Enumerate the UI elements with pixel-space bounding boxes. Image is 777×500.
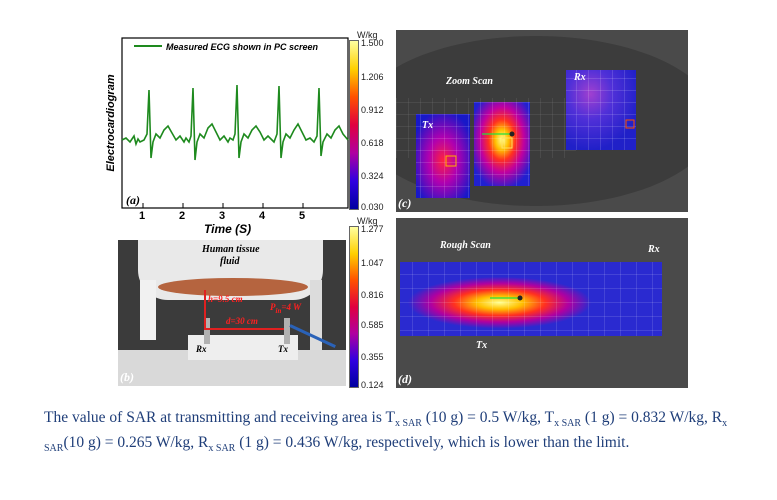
tx-label: Tx xyxy=(278,344,288,354)
caption-sub-2: x SAR xyxy=(554,418,582,430)
caption-part-4: (10 g) = 0.265 W/kg, R xyxy=(63,434,209,452)
caption-sub-4: x SAR xyxy=(208,443,236,455)
x-tick-1: 1 xyxy=(139,210,146,222)
zoom-scan-panel: Zoom Scan Tx Rx (c) xyxy=(396,30,688,212)
power-sub: in xyxy=(275,306,282,315)
x-tick-5: 5 xyxy=(299,210,306,222)
rough-scan-title: Rough Scan xyxy=(440,240,491,251)
zoom-scan-title: Zoom Scan xyxy=(446,76,493,87)
x-tick-4: 4 xyxy=(259,210,266,222)
caption-part-3: (1 g) = 0.832 W/kg, R xyxy=(581,409,723,426)
x-axis-label: Time (S) xyxy=(204,222,252,236)
scale-d-tick-5: 0.124 xyxy=(361,380,384,390)
legend-label: Measured ECG shown in PC screen xyxy=(166,42,319,52)
scale-c: W/kg 1.500 1.206 0.912 0.618 0.324 0.030 xyxy=(349,30,397,212)
caption-sub-3: x SAR xyxy=(44,418,728,455)
caption-part-2: (10 g) = 0.5 W/kg, T xyxy=(421,409,555,426)
distance-label: d=30 cm xyxy=(226,316,258,326)
scale-d-tick-4: 0.355 xyxy=(361,352,384,362)
caption-part-5: (1 g) = 0.436 W/kg, respectively, which … xyxy=(235,434,630,452)
panel-c-label: (c) xyxy=(398,196,412,210)
fluid-label-2: fluid xyxy=(220,256,240,267)
scale-d-bar xyxy=(349,226,359,388)
scale-c-unit: W/kg xyxy=(357,30,378,40)
rough-scan-rx: Rx xyxy=(648,244,660,255)
scale-d-tick-1: 1.047 xyxy=(361,258,384,268)
scale-d-unit: W/kg xyxy=(357,216,378,226)
setup-photo: Human tissue fluid h=9.5 cm Pin=4 W d=30… xyxy=(118,240,346,386)
zoom-scan-tx: Tx xyxy=(422,120,434,131)
power-label: Pin=4 W xyxy=(270,302,301,315)
zoom-scan-rx: Rx xyxy=(574,72,586,83)
power-value: =4 W xyxy=(281,302,302,312)
scale-c-tick-2: 0.912 xyxy=(361,105,384,115)
scale-c-tick-3: 0.618 xyxy=(361,138,384,148)
zoom-scan-heatmap xyxy=(396,70,636,198)
caption-part-1: The value of SAR at transmitting and rec… xyxy=(44,409,395,426)
y-axis-label: Electrocardiogram xyxy=(105,74,117,171)
scale-d-tick-2: 0.816 xyxy=(361,290,384,300)
panel-b-label: (b) xyxy=(120,370,134,384)
scale-c-tick-5: 0.030 xyxy=(361,202,384,212)
scale-c-tick-0: 1.500 xyxy=(361,38,384,48)
rx-label: Rx xyxy=(196,344,207,354)
scale-c-tick-4: 0.324 xyxy=(361,171,384,181)
scale-d: W/kg 1.277 1.047 0.816 0.585 0.355 0.124 xyxy=(349,216,397,390)
fluid-label-1: Human tissue xyxy=(202,244,260,255)
scale-c-tick-1: 1.206 xyxy=(361,72,384,82)
scale-d-tick-3: 0.585 xyxy=(361,320,384,330)
x-tick-2: 2 xyxy=(179,210,186,222)
panel-a-label: (a) xyxy=(126,193,140,207)
ecg-chart: Measured ECG shown in PC screen (a) Elec… xyxy=(105,37,349,209)
scale-d-tick-0: 1.277 xyxy=(361,224,384,234)
caption-sub-1: x SAR xyxy=(394,418,422,430)
height-label: h=9.5 cm xyxy=(208,294,243,304)
panel-d-label: (d) xyxy=(398,372,412,386)
rough-scan-tx: Tx xyxy=(476,340,488,351)
x-tick-3: 3 xyxy=(219,210,226,222)
scale-c-bar xyxy=(349,40,359,210)
power-p: P xyxy=(270,302,276,312)
ecg-trace xyxy=(121,84,349,161)
rough-scan-panel: Rough Scan Rx Tx (d) xyxy=(396,218,688,388)
rough-scan-heatmap xyxy=(400,262,662,336)
figure-caption: The value of SAR at transmitting and rec… xyxy=(44,408,744,458)
